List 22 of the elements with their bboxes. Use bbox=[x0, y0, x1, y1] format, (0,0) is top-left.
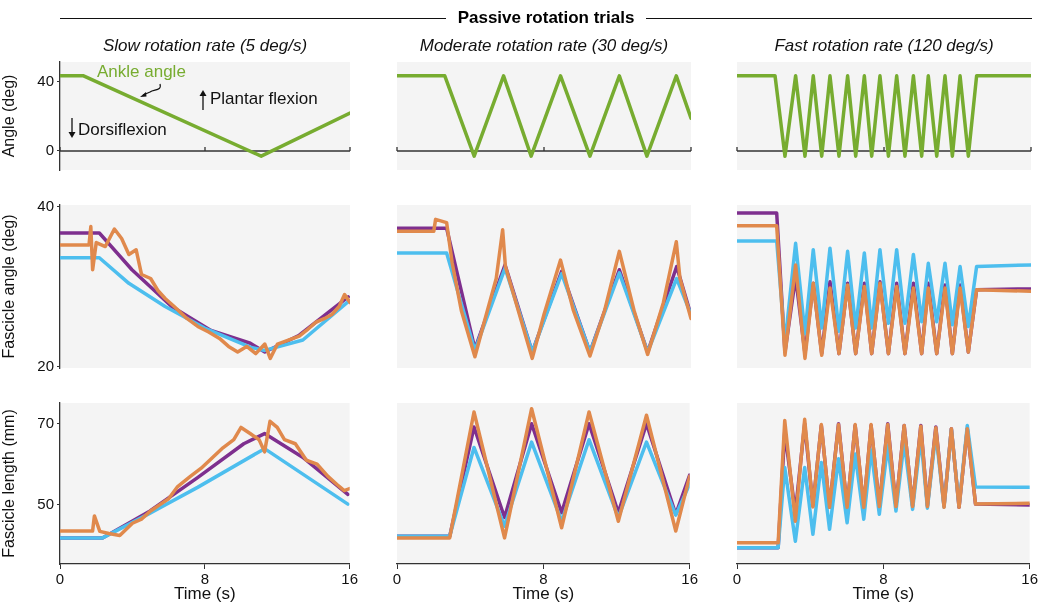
y-tick-label: 50 bbox=[37, 495, 54, 513]
text: Passive rotation trials bbox=[456, 8, 636, 28]
y-tick-label: 20 bbox=[37, 356, 54, 374]
series-label: Ankle angle bbox=[97, 62, 186, 82]
x-tick-label: 0 bbox=[732, 570, 742, 588]
y-axis-title: Fascicle angle (deg) bbox=[0, 214, 18, 359]
annotation: Dorsiflexion bbox=[78, 120, 167, 140]
y-tick-label: 70 bbox=[37, 413, 54, 431]
chart-title: Slow rotation rate (5 deg/s) bbox=[101, 36, 309, 56]
x-tick-label: 0 bbox=[392, 570, 402, 588]
y-tick-label: 40 bbox=[37, 196, 54, 214]
x-tick-label: 0 bbox=[55, 570, 65, 588]
y-axis-title: Fascicle length (mm) bbox=[0, 409, 18, 558]
x-tick-label: 16 bbox=[341, 570, 358, 588]
chart-title: Moderate rotation rate (30 deg/s) bbox=[418, 36, 670, 56]
annotation: Plantar flexion bbox=[210, 89, 318, 109]
x-tick-label: 16 bbox=[681, 570, 698, 588]
x-tick-label: 16 bbox=[1021, 570, 1038, 588]
chart-title: Fast rotation rate (120 deg/s) bbox=[773, 36, 995, 56]
y-tick-label: 0 bbox=[45, 141, 54, 159]
y-tick-label: 40 bbox=[37, 72, 54, 90]
y-axis-title: Angle (deg) bbox=[0, 74, 18, 158]
